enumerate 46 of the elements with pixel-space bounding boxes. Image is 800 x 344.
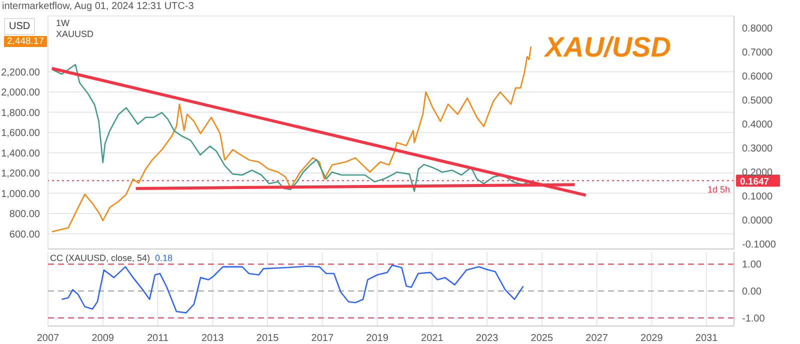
y-tick-label: 800.00 bbox=[9, 209, 40, 220]
y2-tick-label: 0.7000 bbox=[742, 48, 774, 59]
x-tick-label: 2011 bbox=[147, 333, 169, 344]
y-tick-label: 600.00 bbox=[9, 229, 40, 240]
y2-tick-label: 0.4000 bbox=[742, 120, 774, 131]
x-tick-label: 2023 bbox=[476, 333, 499, 344]
y2-tick-label: -0.1000 bbox=[742, 240, 776, 251]
x-tick-label: 2013 bbox=[202, 333, 224, 344]
x-tick-label: 2025 bbox=[530, 333, 554, 344]
x-tick-label: 2009 bbox=[92, 333, 114, 344]
x-tick-label: 2027 bbox=[586, 333, 608, 344]
y2-tick-label: 0.8000 bbox=[742, 24, 774, 35]
text: 2,448.17 bbox=[4, 36, 47, 47]
y-tick-label: 2,200.00 bbox=[1, 67, 40, 78]
y-tick-label: 1,800.00 bbox=[1, 108, 40, 119]
y2-tick-label: 0.3000 bbox=[742, 144, 774, 155]
line-series bbox=[51, 46, 532, 232]
x-tick-label: 2015 bbox=[256, 333, 280, 344]
annotation: 1W bbox=[56, 18, 70, 29]
y-tick-label: 1,000.00 bbox=[1, 188, 40, 200]
chart-title: CC (XAUUSD, close, 54) bbox=[50, 253, 150, 263]
annotation: 0.18 bbox=[155, 253, 173, 263]
annotation: XAUUSD bbox=[56, 29, 94, 40]
x-tick-label: 2021 bbox=[421, 333, 444, 344]
x-tick-label: 2017 bbox=[311, 333, 334, 344]
y2-tick-label: 0.6000 bbox=[742, 72, 774, 83]
y2-tick-label: 0.00 bbox=[742, 286, 762, 298]
y2-tick-label: 0.0000 bbox=[742, 216, 774, 227]
x-tick-label: 2019 bbox=[366, 333, 389, 344]
x-tick-label: 2031 bbox=[695, 333, 718, 344]
line-series bbox=[61, 264, 524, 314]
y2-tick-label: 0.1000 bbox=[742, 192, 774, 203]
y-tick-label: 2,000.00 bbox=[1, 88, 40, 99]
x-tick-label: 2007 bbox=[36, 333, 60, 344]
y-tick-label: 1,400.00 bbox=[1, 148, 40, 160]
annotation: 1d 5h bbox=[707, 184, 730, 195]
y-tick-label: 1,600.00 bbox=[1, 128, 40, 140]
text: intermarketflow, Aug 01, 2024 12:31 UTC-3 bbox=[2, 1, 194, 12]
ref-line-label: 0.1647 bbox=[740, 176, 770, 188]
y2-tick-label: 1.00 bbox=[742, 260, 762, 271]
y2-tick-label: 0.5000 bbox=[742, 96, 774, 107]
y-tick-label: 1,200.00 bbox=[1, 168, 40, 180]
y2-tick-label: -1.00 bbox=[742, 313, 766, 324]
y-axis-title: USD bbox=[4, 18, 36, 35]
x-tick-label: 2029 bbox=[640, 333, 664, 344]
series-label: XAU/USD bbox=[542, 32, 671, 63]
